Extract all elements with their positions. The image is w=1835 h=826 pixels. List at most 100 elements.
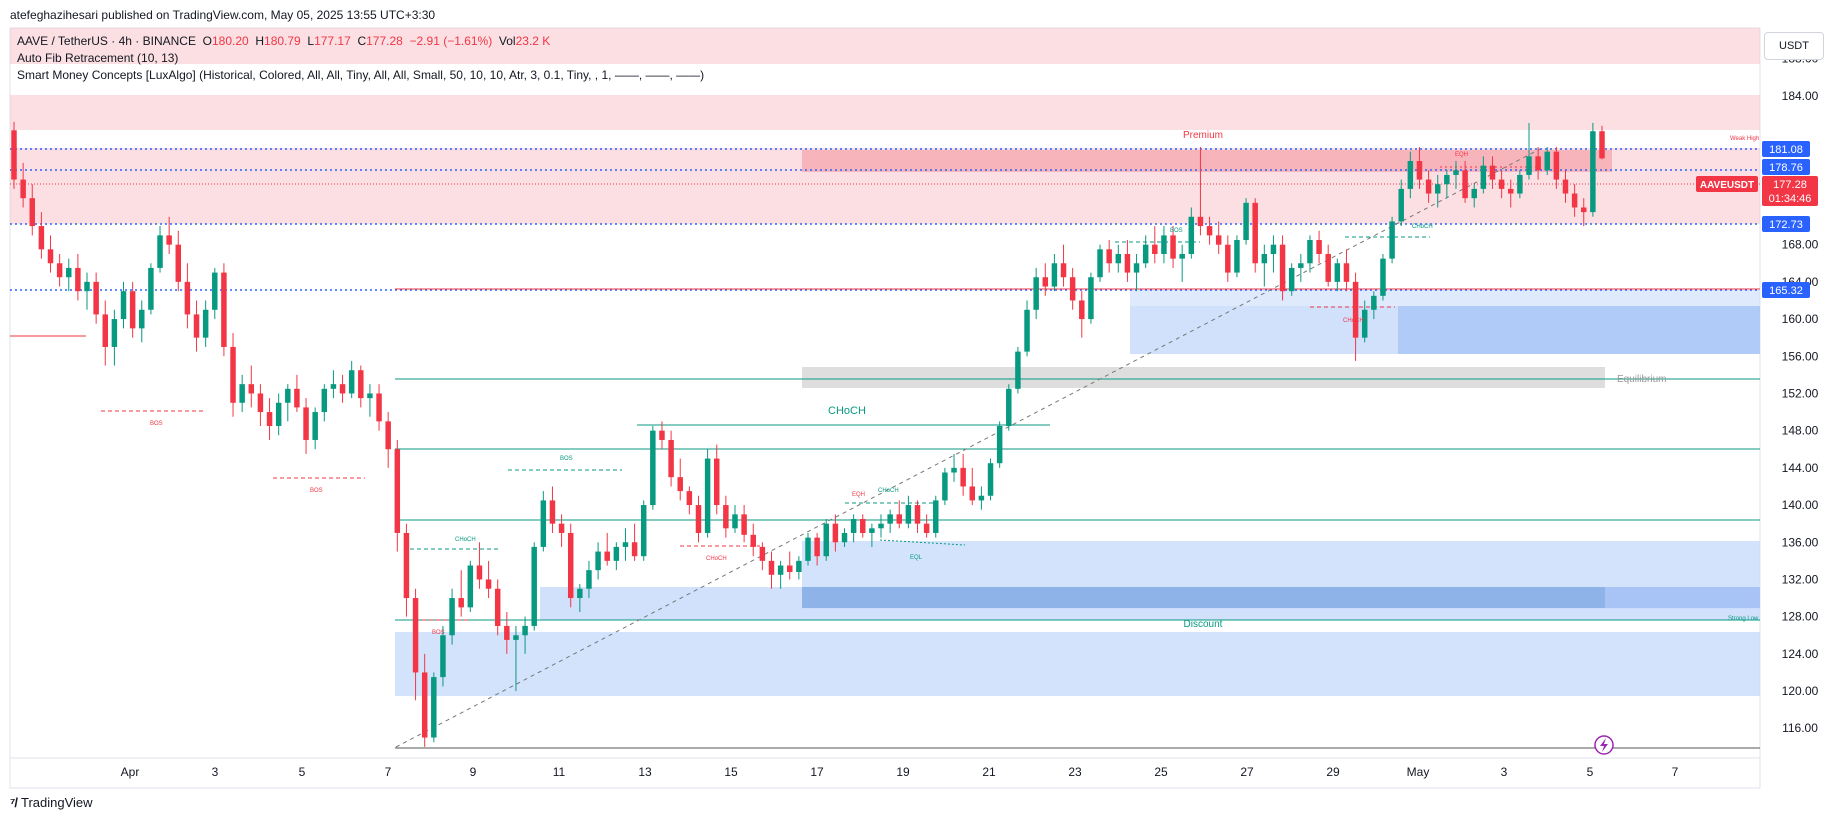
candle-up[interactable] bbox=[869, 528, 875, 533]
candle-up[interactable] bbox=[704, 458, 711, 533]
candle-up[interactable] bbox=[905, 505, 912, 524]
candle-up[interactable] bbox=[449, 598, 455, 636]
candle-down[interactable] bbox=[1215, 235, 1222, 245]
candle-up[interactable] bbox=[887, 514, 893, 524]
candle-up[interactable] bbox=[202, 309, 209, 338]
candle-up[interactable] bbox=[942, 472, 948, 501]
candle-down[interactable] bbox=[860, 519, 866, 533]
candle-down[interactable] bbox=[969, 486, 976, 501]
lightning-icon[interactable] bbox=[1594, 735, 1614, 755]
candle-down[interactable] bbox=[376, 393, 382, 422]
candle-down[interactable] bbox=[303, 407, 309, 440]
candle-up[interactable] bbox=[285, 388, 291, 403]
candle-down[interactable] bbox=[1170, 235, 1176, 259]
candle-up[interactable] bbox=[1444, 174, 1450, 185]
candle-up[interactable] bbox=[996, 426, 1003, 464]
candle-down[interactable] bbox=[230, 346, 236, 403]
candle-up[interactable] bbox=[522, 625, 528, 636]
candle-up[interactable] bbox=[796, 560, 802, 573]
candle-up[interactable] bbox=[1526, 156, 1532, 175]
candle-up[interactable] bbox=[805, 537, 811, 561]
candle-down[interactable] bbox=[47, 249, 54, 264]
candle-up[interactable] bbox=[1243, 202, 1249, 241]
candle-up[interactable] bbox=[1024, 309, 1030, 352]
time-axis[interactable]: Apr 3 5 7 9 11 13 15 17 19 21 23 25 27 29 May 3 5 7 bbox=[121, 765, 1679, 779]
candle-up[interactable] bbox=[1298, 263, 1304, 268]
candle-up[interactable] bbox=[1234, 240, 1240, 273]
candle-down[interactable] bbox=[1562, 179, 1569, 194]
candle-down[interactable] bbox=[221, 272, 227, 347]
candle-up[interactable] bbox=[348, 370, 355, 394]
candle-down[interactable] bbox=[476, 565, 483, 580]
candle-up[interactable] bbox=[139, 309, 145, 329]
candle-up[interactable] bbox=[1161, 235, 1167, 254]
candle-down[interactable] bbox=[1124, 253, 1131, 273]
candle-down[interactable] bbox=[960, 467, 966, 487]
candle-down[interactable] bbox=[29, 198, 35, 227]
candle-up[interactable] bbox=[978, 495, 985, 501]
candle-up[interactable] bbox=[777, 565, 784, 575]
candle-up[interactable] bbox=[1334, 263, 1341, 282]
candle-up[interactable] bbox=[1407, 160, 1414, 189]
candle-up[interactable] bbox=[1471, 188, 1477, 199]
candle-down[interactable] bbox=[695, 505, 702, 533]
candle-up[interactable] bbox=[622, 542, 629, 547]
candle-up[interactable] bbox=[1288, 267, 1295, 292]
candle-up[interactable] bbox=[1480, 165, 1487, 189]
candle-down[interactable] bbox=[1152, 244, 1158, 254]
candle-down[interactable] bbox=[1489, 165, 1496, 180]
candle-up[interactable] bbox=[841, 532, 848, 543]
candle-down[interactable] bbox=[1571, 193, 1578, 208]
candle-down[interactable] bbox=[832, 523, 839, 543]
candle-up[interactable] bbox=[640, 505, 647, 557]
candle-up[interactable] bbox=[1097, 249, 1103, 278]
candle-up[interactable] bbox=[531, 546, 537, 626]
candle-up[interactable] bbox=[1434, 184, 1441, 194]
candle-up[interactable] bbox=[1270, 244, 1277, 254]
candle-up[interactable] bbox=[321, 388, 328, 413]
candle-up[interactable] bbox=[577, 588, 583, 599]
candle-up[interactable] bbox=[367, 393, 373, 399]
candle-down[interactable] bbox=[558, 523, 565, 533]
candle-up[interactable] bbox=[1389, 221, 1395, 259]
candle-up[interactable] bbox=[148, 267, 154, 310]
candle-down[interactable] bbox=[1279, 244, 1286, 292]
candle-down[interactable] bbox=[923, 523, 930, 533]
candle-down[interactable] bbox=[11, 130, 17, 180]
candle-up[interactable] bbox=[1015, 351, 1021, 389]
candle-down[interactable] bbox=[20, 179, 26, 199]
candle-down[interactable] bbox=[1197, 216, 1204, 227]
legend-indicator-fib[interactable]: Auto Fib Retracement (10, 13) bbox=[17, 51, 179, 65]
legend-indicator-smc[interactable]: Smart Money Concepts [LuxAlgo] (Historic… bbox=[17, 68, 705, 82]
candle-down[interactable] bbox=[896, 514, 903, 524]
candle-down[interactable] bbox=[129, 291, 136, 329]
candle-down[interactable] bbox=[814, 537, 820, 557]
candle-down[interactable] bbox=[567, 532, 574, 599]
candle-up[interactable] bbox=[111, 319, 118, 347]
candle-up[interactable] bbox=[440, 635, 446, 678]
candle-down[interactable] bbox=[723, 505, 729, 529]
candle-up[interactable] bbox=[878, 523, 884, 529]
candle-up[interactable] bbox=[850, 519, 857, 533]
candle-up[interactable] bbox=[1051, 263, 1058, 287]
candle-down[interactable] bbox=[1581, 207, 1587, 213]
candle-down[interactable] bbox=[677, 477, 683, 492]
candle-down[interactable] bbox=[686, 491, 693, 506]
candle-up[interactable] bbox=[1115, 253, 1122, 264]
candle-up[interactable] bbox=[312, 412, 318, 440]
candle-down[interactable] bbox=[494, 588, 501, 626]
candle-down[interactable] bbox=[294, 388, 300, 408]
candle-up[interactable] bbox=[66, 267, 72, 278]
candle-down[interactable] bbox=[1599, 131, 1605, 159]
candle-down[interactable] bbox=[1206, 226, 1213, 236]
candle-up[interactable] bbox=[613, 546, 620, 561]
candle-down[interactable] bbox=[713, 458, 720, 506]
candle-up[interactable] bbox=[1453, 170, 1459, 175]
candle-down[interactable] bbox=[339, 384, 346, 394]
tradingview-logo[interactable]: ⁷/ TradingView bbox=[10, 795, 93, 810]
candle-down[interactable] bbox=[1060, 263, 1067, 278]
candle-down[interactable] bbox=[102, 314, 109, 347]
candle-down[interactable] bbox=[1069, 277, 1076, 301]
candle-up[interactable] bbox=[650, 430, 656, 506]
